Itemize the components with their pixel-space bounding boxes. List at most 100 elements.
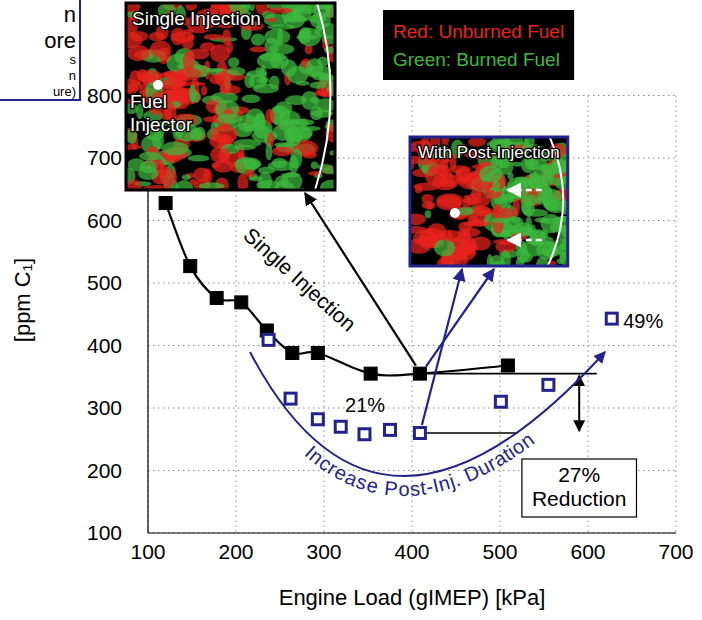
- flame-blob: [182, 174, 191, 179]
- x-axis: [148, 532, 676, 533]
- flame-blob: [449, 165, 471, 173]
- x-tick-label: 600: [570, 540, 605, 563]
- y-tick-label: 300: [87, 396, 122, 419]
- flame-blob: [434, 239, 455, 257]
- data-point: [335, 421, 346, 432]
- flame-blob: [524, 209, 548, 217]
- flame-blob: [227, 67, 246, 76]
- flame-blob: [138, 166, 159, 180]
- flame-blob: [415, 185, 423, 193]
- inset-title: Single Injection: [132, 8, 261, 29]
- cropped-box-text: ore: [44, 28, 76, 53]
- inset-frame: [410, 137, 568, 266]
- flame-blob: [269, 76, 279, 89]
- plot-data: [159, 197, 617, 440]
- flame-blob: [324, 46, 335, 54]
- reference-line: [420, 373, 597, 375]
- flame-blob: [491, 218, 509, 223]
- data-point: [385, 424, 396, 435]
- flame-blob: [508, 172, 514, 180]
- data-point: [543, 379, 554, 390]
- series-label: Increase Post-Inj. Duration: [301, 428, 539, 500]
- reduction-label-line: 27%: [558, 463, 600, 486]
- flame-blob: [421, 194, 433, 204]
- x-tick-label: 700: [658, 540, 693, 563]
- flame-blob: [139, 152, 161, 161]
- image-legend-entry: Red: Unburned Fuel: [393, 21, 564, 42]
- flame-blob: [130, 31, 149, 42]
- y-tick-label: 800: [87, 84, 122, 107]
- flame-blob: [222, 29, 231, 46]
- flame-blob: [542, 163, 567, 175]
- flame-blob: [171, 28, 186, 46]
- x-tick-label: 300: [306, 540, 341, 563]
- y-tick-label: 100: [87, 521, 122, 544]
- flame-blob: [189, 179, 196, 185]
- flame-blob: [126, 79, 142, 92]
- flame-blob: [212, 163, 221, 168]
- flame-blob: [204, 34, 224, 40]
- x-tick-label: 500: [482, 540, 517, 563]
- flame-blob: [529, 172, 539, 182]
- inset-label: FuelInjector: [130, 91, 193, 135]
- y-tick-label: 500: [87, 271, 122, 294]
- data-point: [286, 347, 299, 360]
- flame-blob: [250, 46, 267, 52]
- flame-blob: [258, 172, 272, 190]
- flame-blob: [210, 125, 237, 143]
- reduction-arrow: [578, 376, 580, 431]
- flame-blob: [469, 236, 491, 250]
- flame-blob: [183, 29, 193, 34]
- flame-blob: [267, 7, 293, 13]
- flame-blob: [319, 73, 335, 84]
- x-tick-label: 200: [218, 540, 253, 563]
- flame-blob: [264, 37, 279, 55]
- injector-dot: [450, 208, 460, 218]
- flame-blob: [520, 252, 533, 262]
- x-axis-title: Engine Load (gIMEP) [kPa]: [279, 585, 546, 610]
- injector-dot: [153, 80, 163, 90]
- flame-blob: [459, 250, 476, 256]
- reduction-label: 27%Reduction: [532, 463, 627, 510]
- inset: Single Injection FuelInjector: [114, 0, 344, 200]
- y-tick-label: 400: [87, 334, 122, 357]
- flame-blob: [220, 81, 231, 94]
- flame-direction-arrow: [508, 239, 542, 242]
- annotation: 49%: [623, 310, 663, 332]
- inset-title: With Post-Injection: [418, 143, 560, 162]
- flame-blob: [410, 213, 426, 225]
- flame-blob: [237, 173, 248, 190]
- flame-blob: [234, 139, 262, 147]
- data-point: [413, 367, 426, 380]
- data-point: [159, 197, 172, 210]
- flame-blob: [513, 162, 523, 167]
- reduction-label-line: Reduction: [532, 487, 627, 510]
- flame-blob: [410, 238, 431, 253]
- chart: noresnure)100200300400500600700800100200…: [0, 0, 702, 620]
- data-point: [184, 260, 197, 273]
- inset-background: [126, 3, 335, 190]
- image-legend-frame: [383, 10, 574, 80]
- flame-blob: [251, 34, 265, 46]
- data-point: [263, 334, 274, 345]
- y-tick-label: 600: [87, 209, 122, 232]
- inset-pointer: [422, 269, 462, 425]
- flame-blob: [272, 146, 293, 156]
- data-point: [210, 292, 223, 305]
- flame-blob: [524, 194, 537, 205]
- data-point: [364, 367, 377, 380]
- data-point: [311, 347, 324, 360]
- cropped-box-text: n: [64, 2, 76, 27]
- inset-image: [126, 3, 335, 190]
- grid: [148, 96, 676, 534]
- flame-blob: [201, 85, 207, 95]
- flame-blob: [317, 164, 333, 170]
- grid-line: [148, 408, 676, 409]
- flame-blob: [296, 34, 319, 40]
- x-tick-label: 400: [394, 540, 429, 563]
- flame-blob: [274, 142, 290, 147]
- data-point: [414, 428, 425, 439]
- flame-direction-arrow: [508, 189, 542, 192]
- cropped-box-frame: [0, 0, 80, 100]
- data-point: [312, 414, 323, 425]
